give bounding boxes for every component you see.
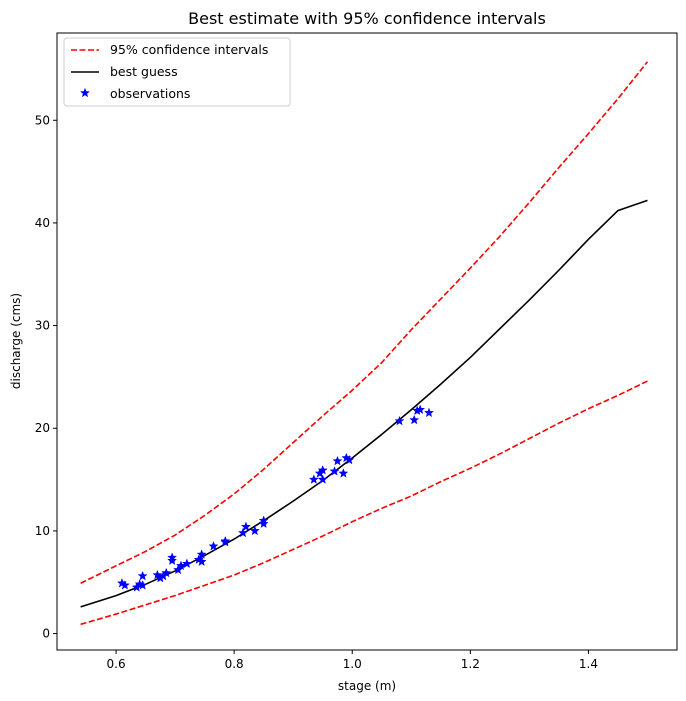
legend-box [63,37,291,107]
legend-label-confidence-intervals: 95% confidence intervals [110,42,268,57]
observation-point [317,465,328,475]
y-tick-label: 0 [42,627,50,641]
plot-area-frame [56,32,678,651]
observation-point [119,580,130,590]
observation-point [344,454,355,465]
y-tick-label: 10 [35,524,50,538]
y-tick-label: 20 [35,421,50,435]
y-axis-label: discharge (cms) [9,293,23,389]
chart-title: Best estimate with 95% confidence interv… [188,9,546,28]
legend: 95% confidence intervals best guess obse… [63,37,291,107]
observation-point [329,466,340,476]
observation-point [423,407,435,418]
observation-point [161,567,172,578]
observation-point [237,527,249,538]
observation-point [308,474,319,484]
observation-point [167,555,178,565]
observation-point [409,414,420,425]
observation-point [240,521,252,532]
observation-point [332,455,343,466]
observation-point [181,558,192,569]
observation-point [258,518,269,529]
x-tick-label: 0.6 [107,657,126,671]
y-tick-label: 50 [35,113,50,127]
observation-point [137,570,148,581]
observation-point [208,540,219,551]
observation-point [394,415,405,426]
observation-point [167,552,178,562]
legend-label-best-guess: best guess [110,64,178,79]
legend-label-observations: observations [110,86,190,101]
observation-point [415,404,426,415]
y-tick-label: 40 [35,216,50,230]
observation-point [137,580,148,590]
observation-point [249,525,260,536]
observation-point [220,536,231,547]
observation-point [196,556,207,567]
y-tick-label: 30 [35,319,50,333]
x-tick-label: 0.8 [225,657,244,671]
x-axis-label: stage (m) [338,679,396,693]
observation-point [175,560,187,571]
upper-confidence-line [80,61,649,584]
observation-point [317,474,328,484]
x-tick-label: 1.4 [579,657,598,671]
observation-point [172,564,184,575]
lower-confidence-line [80,380,648,626]
x-tick-label: 1.0 [343,657,362,671]
observation-point [338,468,349,478]
observation-point [258,515,269,525]
x-tick-label: 1.2 [461,657,480,671]
legend-star-marker-icon [79,87,91,98]
